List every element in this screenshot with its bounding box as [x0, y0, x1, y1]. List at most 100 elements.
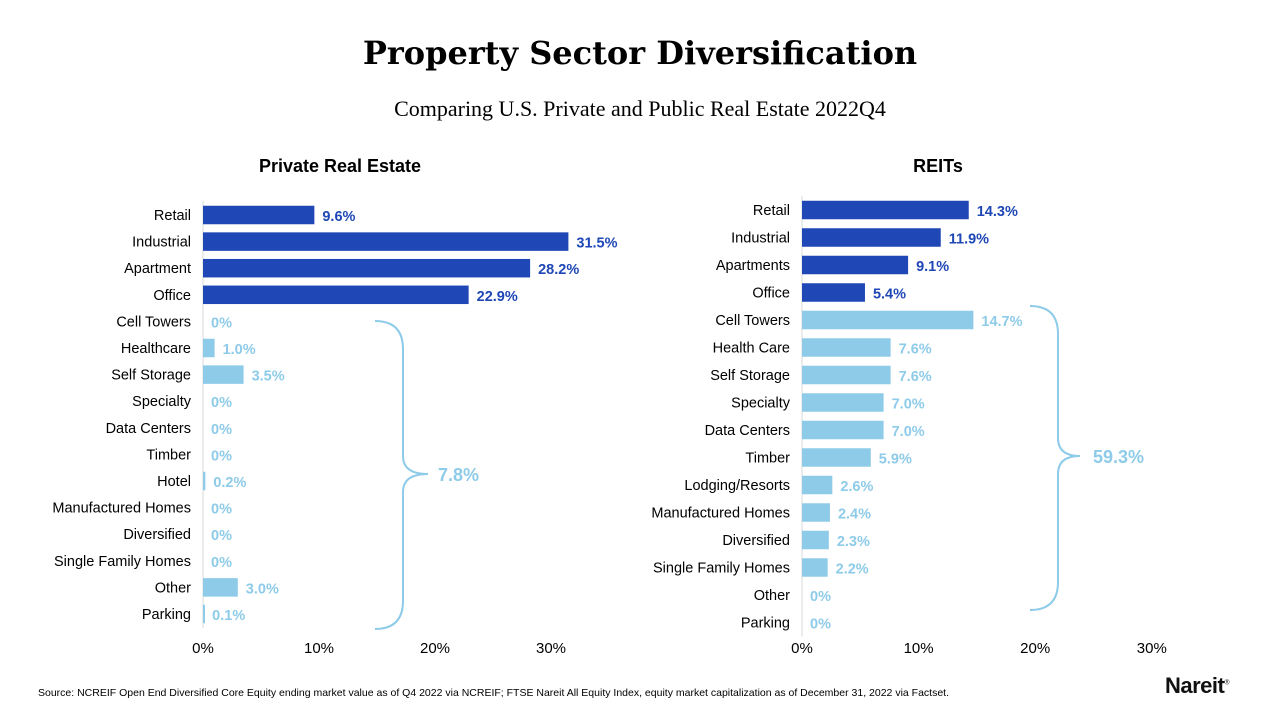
data-label: 3.0% [246, 581, 279, 597]
category-label: Office [153, 288, 191, 304]
data-label: 5.4% [873, 287, 906, 303]
data-label: 14.7% [981, 314, 1022, 330]
x-tick-label: 0% [791, 640, 813, 657]
data-label: 2.3% [837, 534, 870, 550]
category-label: Other [155, 580, 191, 596]
data-label: 7.0% [892, 397, 925, 413]
category-label: Specialty [132, 394, 192, 410]
x-tick-label: 0% [192, 640, 214, 657]
category-label: Apartments [716, 258, 790, 274]
bar [802, 365, 891, 385]
category-label: Specialty [731, 396, 791, 412]
x-tick-label: 10% [904, 640, 934, 657]
bar [203, 258, 531, 278]
bar [802, 530, 829, 550]
data-label: 5.9% [879, 452, 912, 468]
bar [802, 228, 941, 247]
data-label: 7.0% [892, 424, 925, 440]
category-label: Apartment [124, 261, 191, 277]
category-label: Office [752, 286, 790, 302]
data-label: 2.6% [840, 479, 873, 495]
bar [203, 471, 206, 491]
bar [203, 232, 569, 251]
bracket-total-label: 59.3% [1093, 447, 1144, 467]
x-tick-label: 10% [304, 640, 334, 657]
data-label: 11.9% [949, 232, 989, 248]
data-label: 0% [810, 617, 831, 633]
data-label: 2.4% [838, 507, 871, 523]
category-label: Retail [154, 208, 191, 224]
category-label: Parking [142, 607, 191, 623]
data-label: 0% [810, 589, 831, 605]
category-label: Data Centers [106, 421, 191, 437]
bar [802, 420, 884, 440]
category-label: Cell Towers [116, 314, 191, 330]
bar [203, 338, 215, 358]
data-label: 7.6% [899, 369, 932, 385]
category-label: Single Family Homes [653, 561, 790, 577]
category-label: Timber [146, 447, 191, 463]
data-label: 0% [211, 502, 232, 518]
category-label: Timber [745, 451, 790, 467]
bar [203, 205, 315, 225]
category-label: Data Centers [705, 423, 790, 439]
data-label: 0% [211, 448, 232, 464]
bar [802, 200, 969, 220]
bar [802, 255, 909, 275]
category-label: Diversified [722, 533, 790, 549]
data-label: 0% [211, 395, 232, 411]
category-label: Healthcare [121, 341, 191, 357]
bar [802, 475, 833, 495]
data-label: 0.1% [212, 608, 245, 624]
category-label: Health Care [713, 341, 790, 357]
chart-subtitle: Comparing U.S. Private and Public Real E… [394, 96, 886, 121]
category-label: Manufactured Homes [52, 501, 191, 517]
data-label: 0% [211, 422, 232, 438]
bar [802, 503, 830, 522]
data-label: 28.2% [538, 262, 579, 278]
bar [802, 338, 891, 357]
category-label: Self Storage [710, 368, 790, 384]
data-label: 0% [211, 555, 232, 571]
panel-title: Private Real Estate [259, 156, 421, 176]
category-label: Retail [753, 203, 790, 219]
category-label: Hotel [157, 474, 191, 490]
data-label: 0% [211, 315, 232, 331]
category-label: Manufactured Homes [651, 506, 790, 522]
x-tick-label: 20% [420, 640, 450, 657]
bar [802, 310, 974, 330]
data-label: 31.5% [576, 236, 617, 252]
x-tick-label: 30% [1137, 640, 1167, 657]
bar [203, 604, 205, 624]
category-label: Single Family Homes [54, 554, 191, 570]
category-label: Lodging/Resorts [684, 478, 790, 494]
data-label: 7.6% [899, 342, 932, 358]
nareit-logo: Nareit® [1165, 673, 1229, 699]
registered-mark: ® [1224, 679, 1230, 687]
data-label: 14.3% [977, 204, 1018, 220]
category-label: Diversified [123, 527, 191, 543]
data-label: 9.6% [322, 209, 355, 225]
bar [203, 285, 469, 305]
bar [802, 448, 871, 467]
bracket-total-label: 7.8% [438, 465, 479, 485]
category-label: Industrial [731, 231, 790, 247]
category-label: Other [754, 588, 790, 604]
data-label: 1.0% [223, 342, 256, 358]
chart-title: Property Sector Diversification [362, 34, 918, 72]
category-label: Self Storage [111, 368, 191, 384]
data-label: 9.1% [916, 259, 949, 275]
data-label: 3.5% [252, 369, 285, 385]
category-label: Parking [741, 616, 790, 632]
category-label: Industrial [132, 235, 191, 251]
data-label: 22.9% [477, 289, 518, 305]
brace [374, 320, 429, 630]
bar [203, 365, 244, 384]
data-label: 0.2% [213, 475, 246, 491]
brace [1029, 305, 1081, 611]
data-label: 2.2% [836, 562, 869, 578]
x-tick-label: 20% [1020, 640, 1050, 657]
x-tick-label: 30% [536, 640, 566, 657]
category-label: Cell Towers [715, 313, 790, 329]
